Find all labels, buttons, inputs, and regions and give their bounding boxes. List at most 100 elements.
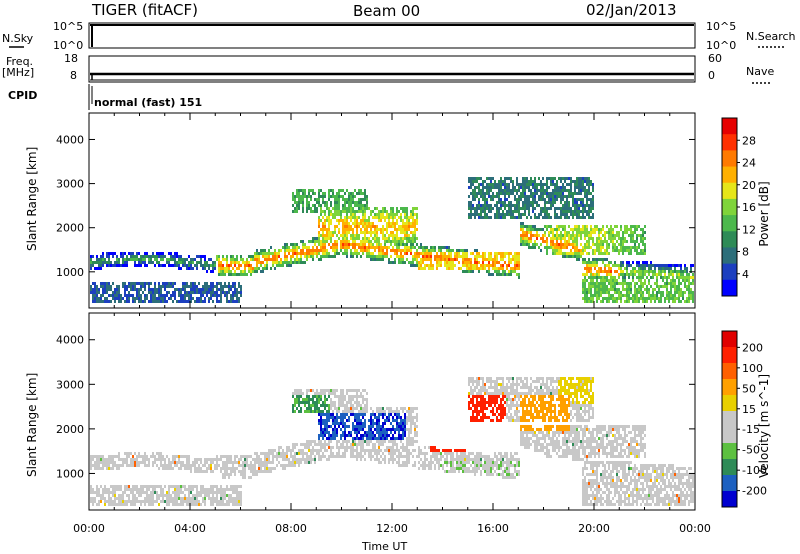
power-cell <box>318 258 320 261</box>
power-cell <box>524 231 526 234</box>
velocity-cell <box>332 392 334 395</box>
velocity-cell <box>224 491 226 494</box>
power-cell <box>588 207 590 210</box>
power-cell <box>590 192 592 195</box>
power-cell <box>672 300 674 303</box>
power-cell <box>622 288 624 291</box>
power-cell <box>244 261 246 264</box>
power-cell <box>180 255 182 258</box>
power-cell <box>558 192 560 195</box>
velocity-cell <box>152 452 154 455</box>
power-cell <box>498 273 500 276</box>
velocity-cell <box>218 464 220 467</box>
velocity-cell <box>264 458 266 461</box>
power-cell <box>688 288 690 291</box>
velocity-cell <box>330 425 332 428</box>
power-cell <box>652 288 654 291</box>
velocity-cell <box>186 461 188 464</box>
velocity-cell <box>320 392 322 395</box>
power-cell <box>544 240 546 243</box>
power-cell <box>570 243 572 246</box>
power-cell <box>614 246 616 249</box>
power-cell <box>248 255 250 258</box>
power-cell <box>466 264 468 267</box>
power-cell <box>302 261 304 264</box>
power-cell <box>638 276 640 279</box>
velocity-cell <box>126 503 128 506</box>
velocity-cell <box>170 467 172 470</box>
power-cell <box>482 255 484 258</box>
velocity-cell <box>346 449 348 452</box>
velocity-cell <box>268 458 270 461</box>
power-cell <box>640 297 642 300</box>
power-cell <box>282 264 284 267</box>
power-cell <box>278 261 280 264</box>
power-cell <box>400 225 402 228</box>
power-cell <box>136 282 138 285</box>
power-cell <box>548 225 550 228</box>
power-cell <box>588 183 590 186</box>
power-cell <box>406 228 408 231</box>
power-cell <box>424 249 426 252</box>
velocity-cell <box>148 503 150 506</box>
power-cell <box>328 207 330 210</box>
power-cell <box>212 285 214 288</box>
power-cell <box>492 198 494 201</box>
power-cell <box>496 210 498 213</box>
power-cell <box>144 300 146 303</box>
power-cell <box>644 264 646 267</box>
power-cell <box>452 267 454 270</box>
power-cell <box>506 252 508 255</box>
power-cell <box>644 297 646 300</box>
power-cell <box>356 201 358 204</box>
power-cell <box>692 300 694 303</box>
power-cell <box>670 297 672 300</box>
power-cell <box>406 207 408 210</box>
velocity-cell <box>168 497 170 500</box>
velocity-cell <box>294 443 296 446</box>
power-cell <box>660 276 662 279</box>
power-cell <box>516 273 518 276</box>
power-cell <box>560 186 562 189</box>
power-cell <box>642 273 644 276</box>
power-cell <box>474 249 476 252</box>
power-cell <box>640 279 642 282</box>
power-cell <box>188 255 190 258</box>
velocity-cell <box>104 497 106 500</box>
velocity-cell <box>184 464 186 467</box>
velocity-cell <box>100 461 102 464</box>
power-cell <box>226 294 228 297</box>
power-cell <box>570 210 572 213</box>
power-cell <box>304 195 306 198</box>
velocity-cell <box>332 446 334 449</box>
power-cell <box>448 261 450 264</box>
power-cell <box>572 204 574 207</box>
power-cell <box>286 243 288 246</box>
power-cell <box>692 291 694 294</box>
power-cell <box>576 228 578 231</box>
velocity-cell <box>206 491 208 494</box>
velocity-cell <box>334 389 336 392</box>
power-cell <box>548 186 550 189</box>
power-cell <box>464 264 466 267</box>
power-cell <box>116 264 118 267</box>
power-cell <box>408 225 410 228</box>
velocity-cell <box>332 413 334 416</box>
power-cell <box>222 258 224 261</box>
power-cell <box>180 294 182 297</box>
power-cell <box>472 213 474 216</box>
velocity-cell <box>216 500 218 503</box>
power-cell <box>352 222 354 225</box>
power-cell <box>624 282 626 285</box>
power-cell <box>348 225 350 228</box>
power-cell <box>490 216 492 219</box>
power-cell <box>644 252 646 255</box>
power-cell <box>598 258 600 261</box>
velocity-cell <box>138 452 140 455</box>
power-cell <box>484 180 486 183</box>
velocity-cell <box>290 449 292 452</box>
power-cell <box>618 273 620 276</box>
power-cell <box>482 264 484 267</box>
velocity-cell <box>254 467 256 470</box>
power-cell <box>606 249 608 252</box>
